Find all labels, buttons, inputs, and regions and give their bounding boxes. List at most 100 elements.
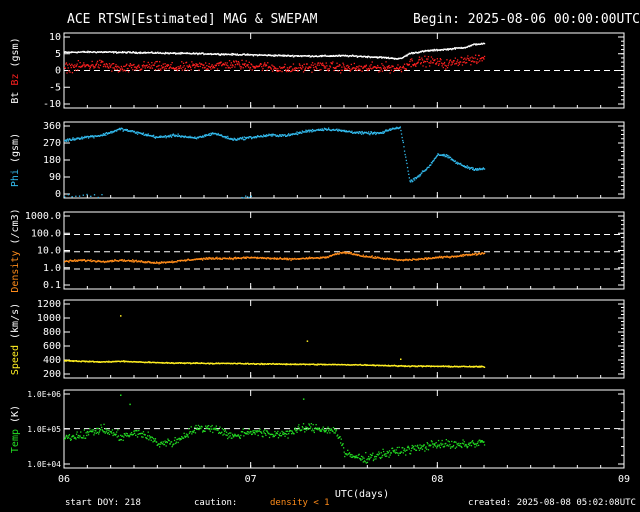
data-point [469,254,471,257]
data-point [403,63,406,65]
data-point [400,358,402,360]
data-point [194,426,196,429]
data-point [201,426,203,428]
data-point [454,48,456,50]
data-point [339,64,341,66]
data-point [83,50,85,53]
data-point [397,454,400,456]
data-point [262,436,264,438]
data-point [397,58,399,60]
data-point [254,67,256,69]
data-point [308,66,311,68]
data-point [129,63,131,65]
data-point [72,137,74,139]
data-point [441,439,443,442]
data-point [378,453,381,455]
data-point [119,68,121,70]
data-point [392,65,394,67]
data-point [365,131,367,133]
data-point [370,256,372,259]
data-point [319,62,321,64]
data-point [264,65,266,67]
data-point [300,55,302,57]
data-point [331,429,333,431]
y-axis-label-part: (km/s) [10,303,21,345]
data-point [288,70,290,72]
data-point [110,259,112,262]
data-point [359,131,361,133]
data-point [433,443,435,445]
data-point [179,260,182,262]
data-point [133,430,135,432]
data-point [368,68,370,70]
data-point [478,365,480,367]
data-point [479,167,481,169]
data-point [166,441,168,444]
data-point [202,135,204,137]
data-point [179,66,181,68]
data-point [350,69,352,71]
data-point [362,255,364,258]
data-point [156,60,158,63]
data-point [474,446,476,448]
data-point [166,361,168,364]
data-point [153,262,155,264]
data-point [304,68,306,70]
data-point [236,54,238,56]
data-point [353,67,355,69]
series-bz [64,54,486,74]
data-point [88,51,90,54]
data-point [254,66,256,68]
data-point [256,256,259,258]
data-point [357,68,360,70]
data-point [82,437,84,439]
data-point [68,139,70,141]
data-point [365,364,367,367]
data-point [360,131,362,133]
data-point [77,69,79,71]
data-point [482,43,484,45]
data-point [326,432,329,434]
data-point [242,67,244,69]
data-point [281,430,283,433]
data-point [346,454,348,456]
data-point [463,443,465,445]
data-point [448,441,450,443]
data-point [273,55,275,57]
data-point [252,432,255,434]
data-point [385,56,387,58]
data-point [309,427,311,430]
data-point [315,66,317,68]
data-point [92,135,94,137]
data-point [67,436,69,439]
data-point [207,134,209,136]
data-point [432,446,434,448]
data-point [261,66,263,68]
data-point [174,52,176,54]
data-point [177,441,179,444]
data-point [140,432,142,434]
data-point [354,69,357,71]
data-point [256,431,258,433]
data-point [230,432,232,434]
data-point [183,136,185,139]
data-point [475,443,477,445]
data-point [116,436,118,438]
data-point [193,52,195,54]
data-point [341,444,344,446]
data-point [240,66,243,68]
data-point [435,256,437,258]
data-point [438,445,440,447]
data-point [425,169,427,171]
data-point [320,63,323,65]
data-point [483,366,486,368]
data-point [90,135,92,137]
data-point [342,251,344,253]
data-point [167,135,170,137]
data-point [424,447,427,449]
data-point [195,424,197,427]
data-point [234,433,236,435]
data-point [259,136,261,138]
data-point [175,442,177,445]
data-point [215,133,217,135]
